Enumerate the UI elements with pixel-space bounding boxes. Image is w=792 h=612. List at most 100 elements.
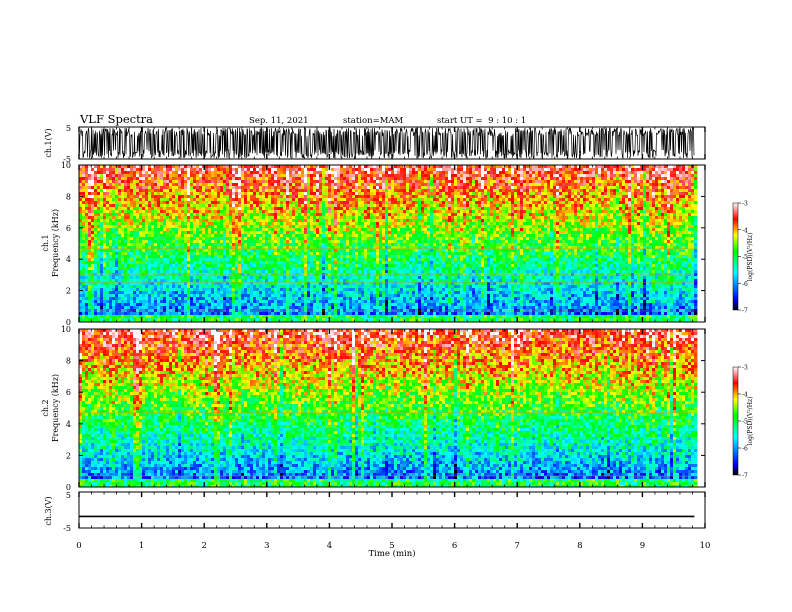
ch1-spec-cell: [154, 198, 158, 202]
ch1-spec-cell: [133, 180, 137, 184]
ch1-spec-cell: [133, 189, 137, 193]
ch1-spec-cell: [187, 258, 191, 262]
ch1-spec-cell: [340, 171, 344, 175]
ch1-spec-cell: [250, 318, 254, 322]
ch1-spec-cell: [178, 165, 182, 169]
ch1-spec-cell: [334, 195, 338, 199]
ch1-spec-cell: [298, 174, 302, 178]
ch1-spec-cell: [355, 165, 359, 169]
ch1-spec-cell: [202, 234, 206, 238]
ch1-spec-cell: [193, 255, 197, 259]
ch1-spec-cell: [169, 165, 173, 169]
ch1-spec-cell: [157, 180, 161, 184]
ch1-spec-cell: [274, 228, 278, 232]
ch1-spec-cell: [271, 204, 275, 208]
ch1-spec-cell: [229, 276, 233, 280]
ch1-spec-cell: [205, 312, 209, 316]
ch1-spec-cell: [334, 306, 338, 310]
ch1-spec-cell: [289, 216, 293, 220]
ch1-spec-cell: [226, 228, 230, 232]
ch1-spec-cell: [142, 171, 146, 175]
ch1-spec-cell: [127, 189, 131, 193]
ch1-spec-cell: [265, 258, 269, 262]
ch1-spec-cell: [136, 255, 140, 259]
ch1-spec-cell: [295, 282, 299, 286]
ch1-spec-cell: [274, 285, 278, 289]
ch1-spec-cell: [307, 225, 311, 229]
ch1-spec-cell: [265, 261, 269, 265]
ch1-spec-cell: [262, 258, 266, 262]
ch1-spec-cell: [127, 306, 131, 310]
ch1-spec-cell: [310, 201, 314, 205]
ch1-spec-cell: [322, 243, 326, 247]
ch1-spec-cell: [136, 204, 140, 208]
ch1-spec-cell: [184, 165, 188, 169]
ch1-spec-cell: [160, 270, 164, 274]
ch1-spec-cell: [268, 267, 272, 271]
ch1-spec-cell: [310, 228, 314, 232]
ch1-spec-cell: [199, 276, 203, 280]
ch1-spec-cell: [163, 288, 167, 292]
ch1-spec-cell: [343, 297, 347, 301]
ch1-spec-cell: [124, 249, 128, 253]
ch1-spec-cell: [283, 201, 287, 205]
ch1-spec-cell: [343, 180, 347, 184]
ch1-spec-cell: [100, 243, 104, 247]
ch1-spec-cell: [112, 177, 116, 181]
ch1-spec-cell: [355, 249, 359, 253]
ch1-spec-cell: [307, 285, 311, 289]
ch1-spec-cell: [148, 300, 152, 304]
ch1-spec-cell: [166, 165, 170, 169]
ch1-spec-cell: [130, 171, 134, 175]
ch1-spec-cell: [88, 192, 92, 196]
ch1-spec-cell: [343, 198, 347, 202]
ch1-spec-cell: [208, 234, 212, 238]
ch1-spec-cell: [271, 219, 275, 223]
ch1-spec-cell: [334, 237, 338, 241]
ch1-spec-cell: [352, 261, 356, 265]
ch1-spec-cell: [130, 207, 134, 211]
ch1-spec-cell: [229, 186, 233, 190]
ch1-spec-cell: [355, 204, 359, 208]
ch1-spec-cell: [283, 228, 287, 232]
ch1-spec-cell: [265, 219, 269, 223]
ch1-spec-cell: [82, 201, 86, 205]
ch1-spec-cell: [325, 252, 329, 256]
ch1-spec-cell: [301, 249, 305, 253]
ch1-spec-cell: [151, 300, 155, 304]
ch1-spec-cell: [85, 264, 89, 268]
ch1-spec-cell: [172, 318, 176, 322]
ch1-spec-cell: [244, 219, 248, 223]
ch1-spec-cell: [352, 282, 356, 286]
ch1-spec-cell: [193, 270, 197, 274]
ch1-spec-cell: [358, 234, 362, 238]
ch1-spec-cell: [172, 288, 176, 292]
ch1-spec-cell: [193, 315, 197, 319]
ch1-spec-cell: [115, 228, 119, 232]
ch1-spec-cell: [151, 297, 155, 301]
ch1-spec-cell: [160, 225, 164, 229]
ch1-spec-cell: [205, 177, 209, 181]
ch1-spec-cell: [211, 228, 215, 232]
ch1-spec-cell: [259, 246, 263, 250]
ch1-spec-cell: [268, 213, 272, 217]
ch1-spec-cell: [109, 300, 113, 304]
ch1-spec-cell: [229, 189, 233, 193]
ch1-spec-cell: [124, 270, 128, 274]
ch1-spec-cell: [187, 216, 191, 220]
ch1-spec-cell: [136, 231, 140, 235]
ch1-spec-cell: [208, 264, 212, 268]
ch1-spec-cell: [136, 315, 140, 319]
ch1-spec-cell: [355, 246, 359, 250]
ch1-spec-cell: [250, 270, 254, 274]
ch1-spec-cell: [325, 171, 329, 175]
ch1-spec-cell: [343, 267, 347, 271]
ch1-spec-cell: [274, 201, 278, 205]
ch1-spec-cell: [115, 303, 119, 307]
ch1-spec-cell: [178, 246, 182, 250]
ch1-spec-cell: [238, 204, 242, 208]
ch1-spec-cell: [100, 237, 104, 241]
ch1-spec-cell: [247, 291, 251, 295]
ch1-spec-cell: [325, 285, 329, 289]
ch1-spec-cell: [202, 186, 206, 190]
